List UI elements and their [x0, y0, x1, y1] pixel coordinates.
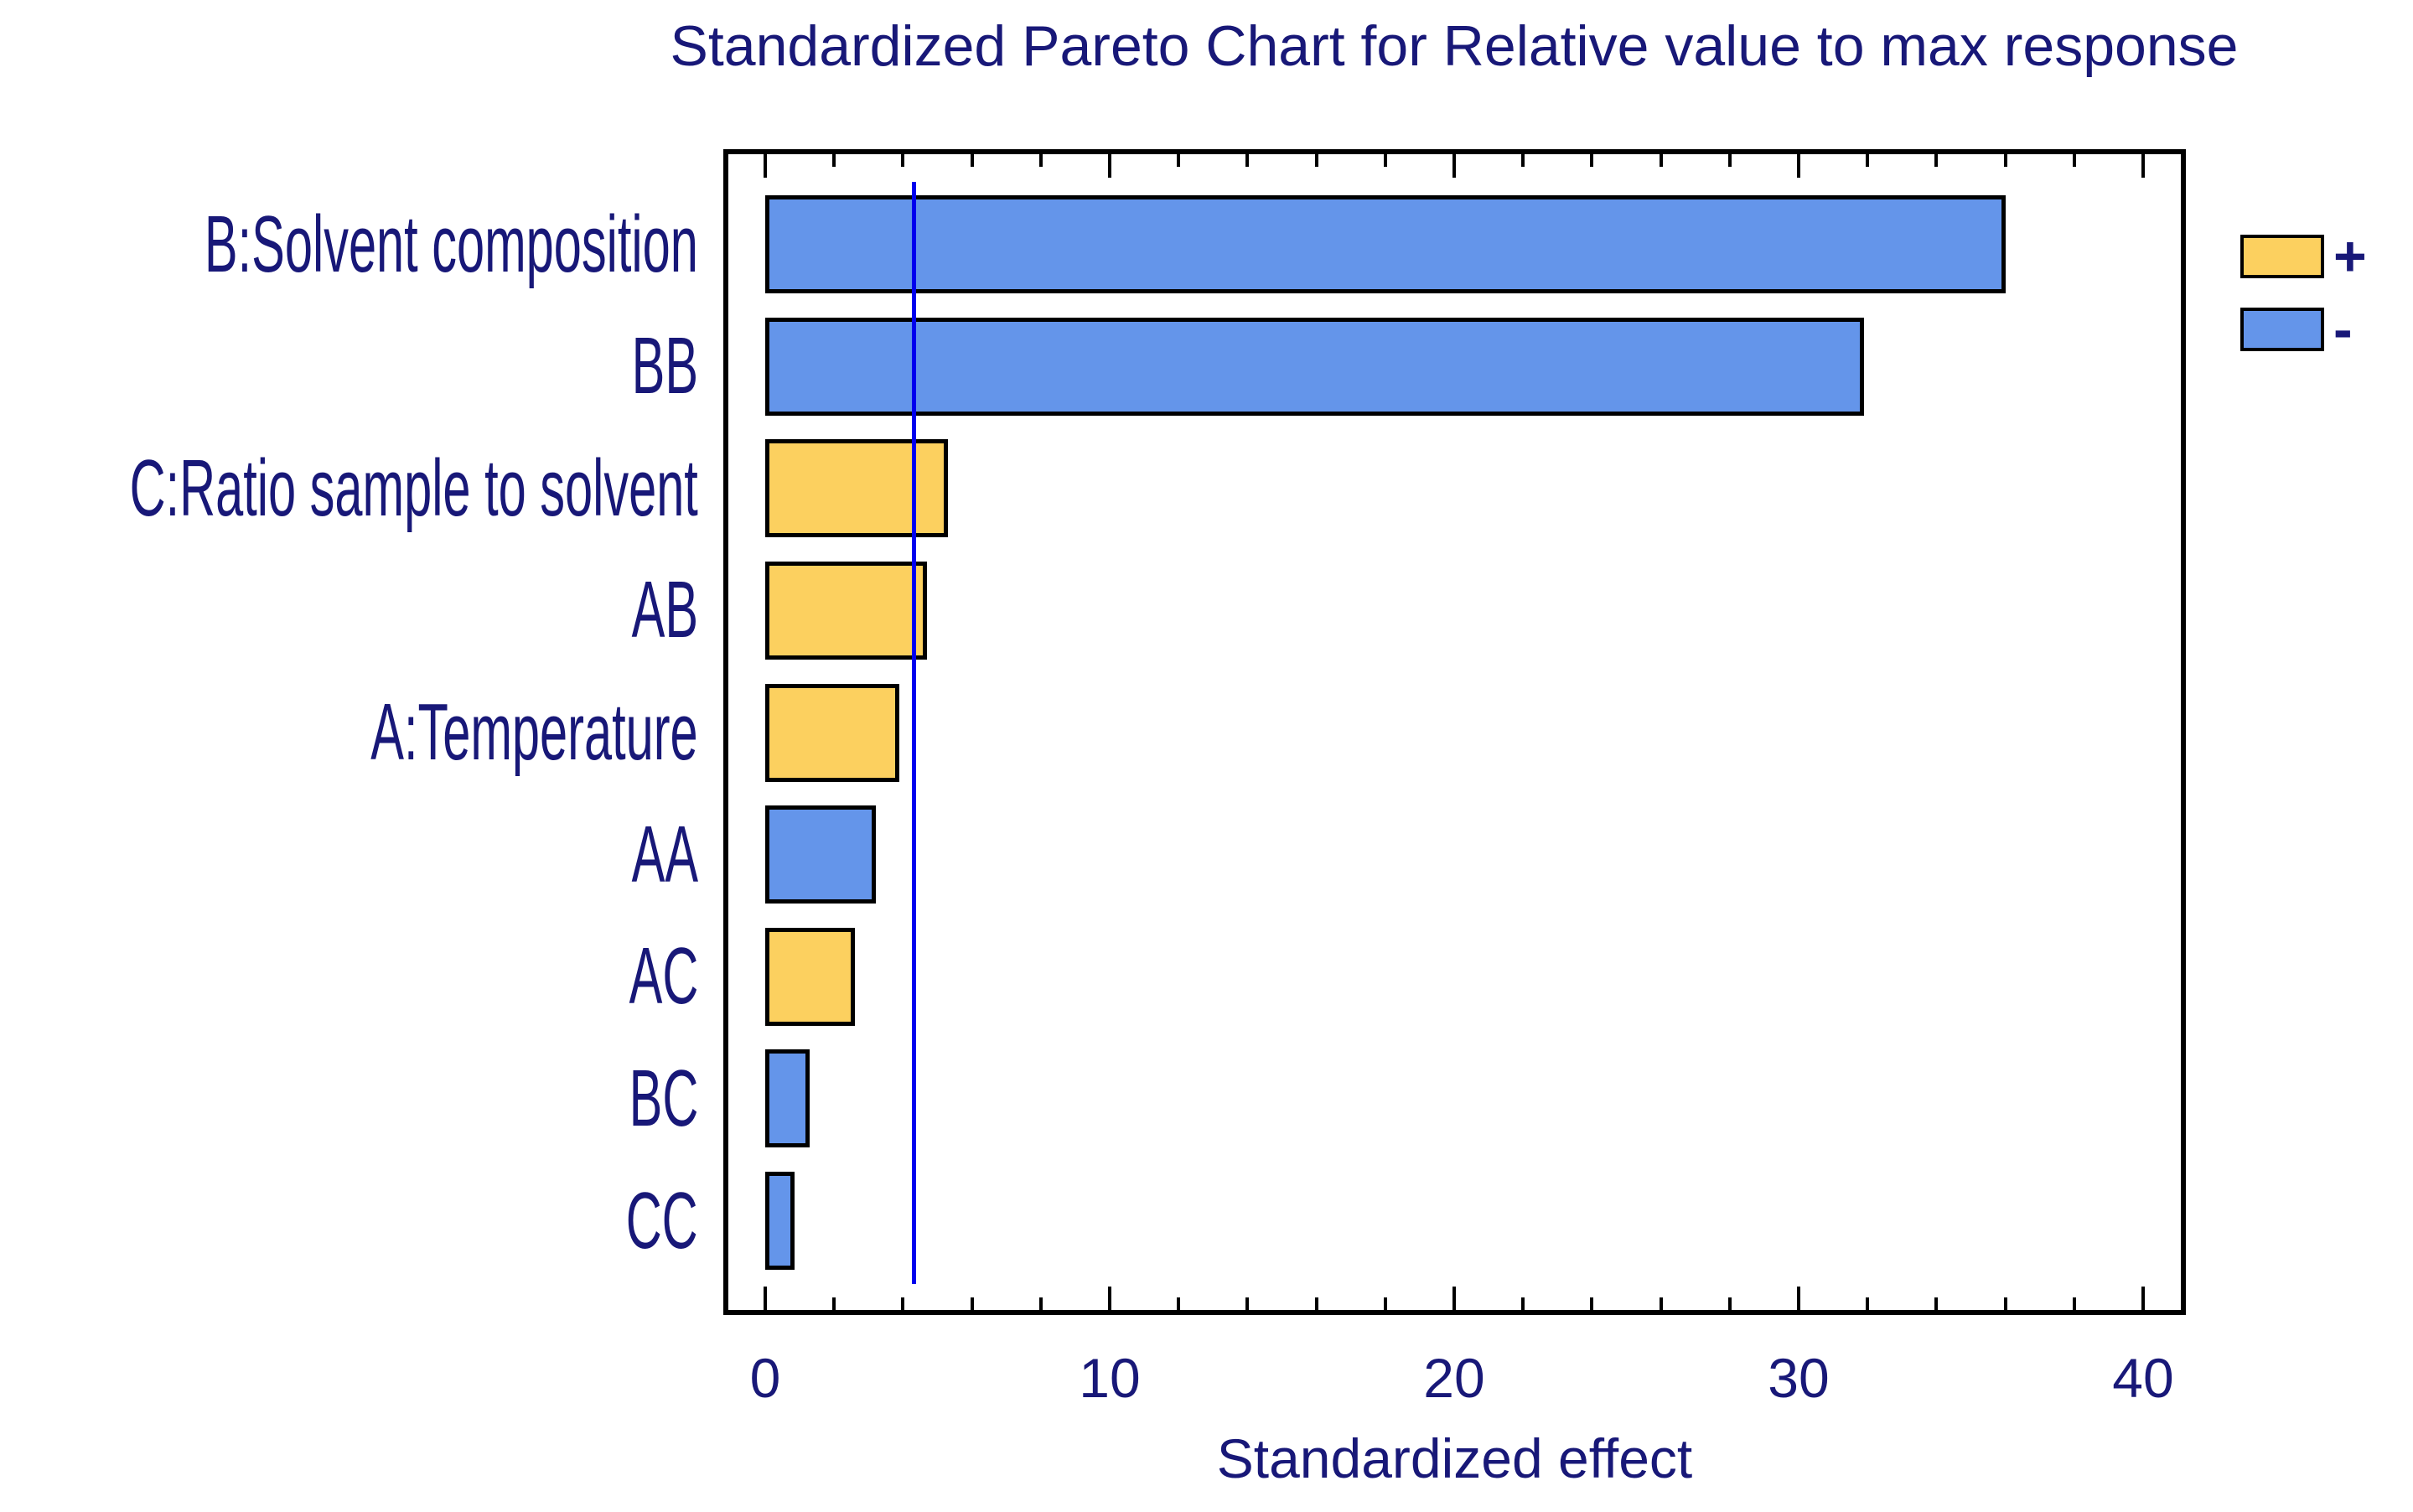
x-major-tick — [2141, 1287, 2145, 1310]
x-minor-tick — [1039, 1297, 1043, 1310]
x-major-tick — [1108, 1287, 1111, 1310]
legend-label-positive: + — [2333, 225, 2367, 288]
bar-bb — [765, 318, 1864, 416]
y-label-a-temperature: A:Temperature — [370, 687, 698, 777]
bar-bc — [765, 1049, 810, 1147]
x-minor-tick — [2073, 1297, 2076, 1310]
bar-c-ratio-sample-to-solvent — [765, 439, 948, 537]
chart-title: Standardized Pareto Chart for Relative v… — [670, 14, 2239, 78]
x-major-tick — [1452, 154, 1456, 178]
x-minor-tick — [1590, 154, 1593, 167]
x-major-tick — [2141, 154, 2145, 178]
x-minor-tick — [1177, 154, 1180, 167]
x-tick-label-30: 30 — [1768, 1347, 1830, 1409]
x-minor-tick — [1728, 154, 1732, 167]
x-minor-tick — [1521, 154, 1525, 167]
x-minor-tick — [901, 154, 904, 167]
x-major-tick — [764, 1287, 767, 1310]
bar-ab — [765, 562, 927, 660]
x-minor-tick — [1315, 154, 1318, 167]
y-label-b-solvent-composition: B:Solvent composition — [205, 199, 698, 289]
x-minor-tick — [1039, 154, 1043, 167]
legend-swatch-positive — [2240, 235, 2324, 278]
x-minor-tick — [1866, 1297, 1869, 1310]
x-axis-tick-labels: 0 10 20 30 40 — [728, 1344, 2181, 1411]
reference-line — [912, 182, 916, 1284]
x-minor-tick — [2073, 154, 2076, 167]
y-label-bc: BC — [629, 1054, 698, 1143]
y-label-aa: AA — [631, 810, 698, 899]
x-minor-tick — [1245, 1297, 1249, 1310]
x-minor-tick — [1521, 1297, 1525, 1310]
x-minor-tick — [1728, 1297, 1732, 1310]
x-major-tick — [1797, 154, 1800, 178]
x-minor-tick — [2004, 1297, 2007, 1310]
bar-aa — [765, 805, 876, 904]
x-axis-title: Standardized effect — [1216, 1427, 1693, 1489]
bar-b-solvent-composition — [765, 195, 2006, 293]
x-tick-label-10: 10 — [1079, 1347, 1141, 1409]
x-tick-label-20: 20 — [1423, 1347, 1485, 1409]
x-minor-tick — [1660, 154, 1663, 167]
x-minor-tick — [1315, 1297, 1318, 1310]
x-tick-label-0: 0 — [749, 1347, 781, 1409]
x-minor-tick — [832, 154, 836, 167]
x-major-tick — [1452, 1287, 1456, 1310]
legend-label-negative: - — [2333, 298, 2353, 361]
x-minor-tick — [971, 154, 974, 167]
y-label-ac: AC — [629, 931, 698, 1021]
x-minor-tick — [1177, 1297, 1180, 1310]
x-minor-tick — [1934, 154, 1938, 167]
y-label-ab: AB — [631, 565, 698, 655]
bar-a-temperature — [765, 684, 899, 782]
x-minor-tick — [1660, 1297, 1663, 1310]
x-minor-tick — [1934, 1297, 1938, 1310]
y-label-cc: CC — [626, 1176, 698, 1266]
x-minor-tick — [971, 1297, 974, 1310]
x-major-tick — [764, 154, 767, 178]
legend-swatch-negative — [2240, 308, 2324, 351]
x-minor-tick — [1866, 154, 1869, 167]
y-label-bb: BB — [631, 321, 698, 411]
y-label-c-ratio-sample-to-solvent: C:Ratio sample to solvent — [129, 443, 698, 533]
x-minor-tick — [1245, 154, 1249, 167]
x-minor-tick — [901, 1297, 904, 1310]
x-minor-tick — [1384, 154, 1387, 167]
x-minor-tick — [832, 1297, 836, 1310]
bar-cc — [765, 1172, 795, 1270]
x-minor-tick — [1384, 1297, 1387, 1310]
x-minor-tick — [2004, 154, 2007, 167]
x-tick-label-40: 40 — [2112, 1347, 2174, 1409]
bar-ac — [765, 928, 855, 1026]
x-major-tick — [1108, 154, 1111, 178]
plot-area — [723, 149, 2186, 1315]
x-minor-tick — [1590, 1297, 1593, 1310]
x-major-tick — [1797, 1287, 1800, 1310]
